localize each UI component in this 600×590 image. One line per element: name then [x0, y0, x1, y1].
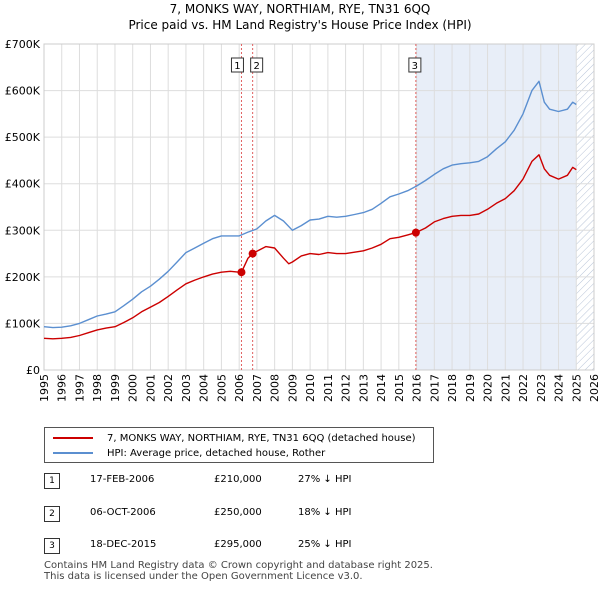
- transaction-label-box: [250, 57, 264, 73]
- transaction-change: 25% ↓ HPI: [298, 539, 352, 550]
- x-tick-label: 2004: [198, 374, 211, 402]
- legend: 7, MONKS WAY, NORTHIAM, RYE, TN31 6QQ (d…: [44, 427, 434, 463]
- x-tick-label: 2002: [162, 374, 175, 402]
- x-tick-label: 2000: [127, 374, 140, 402]
- transaction-change: 27% ↓ HPI: [298, 474, 352, 485]
- plot-area: [43, 43, 595, 371]
- x-tick-label: 1998: [91, 374, 104, 402]
- y-tick-label: £0: [26, 364, 40, 377]
- x-tick-label: 2014: [375, 374, 388, 402]
- transaction-date: 06-OCT-2006: [90, 507, 156, 518]
- legend-item-property: 7, MONKS WAY, NORTHIAM, RYE, TN31 6QQ (d…: [53, 431, 416, 445]
- x-tick-label: 2013: [357, 374, 370, 402]
- transaction-number: 2: [44, 506, 60, 522]
- x-tick-label: 2022: [517, 374, 530, 402]
- x-tick-label: 2001: [144, 374, 157, 402]
- x-tick-label: 2006: [233, 374, 246, 402]
- y-tick-label: £500K: [5, 131, 41, 144]
- transaction-label-text: 3: [412, 61, 418, 72]
- x-tick-label: 2010: [304, 374, 317, 402]
- x-tick-label: 2007: [251, 374, 264, 402]
- x-tick-label: 2020: [482, 374, 495, 402]
- transaction-price: £210,000: [214, 474, 262, 485]
- chart-subtitle: Price paid vs. HM Land Registry's House …: [128, 18, 472, 32]
- x-tick-label: 2015: [393, 374, 406, 402]
- x-tick-label: 2009: [286, 374, 299, 402]
- y-tick-label: £400K: [5, 178, 41, 191]
- transaction-date: 18-DEC-2015: [90, 539, 157, 550]
- x-tick-label: 2018: [446, 374, 459, 402]
- legend-line-property: [53, 437, 93, 439]
- x-tick-label: 2021: [499, 374, 512, 402]
- footer: Contains HM Land Registry data © Crown c…: [44, 560, 433, 582]
- transaction-label-box: [230, 57, 244, 73]
- legend-label-hpi: HPI: Average price, detached house, Roth…: [107, 447, 326, 459]
- transaction-number: 1: [44, 473, 60, 489]
- x-tick-label: 1997: [73, 374, 86, 402]
- x-tick-label: 2019: [464, 374, 477, 402]
- x-tick-label: 1995: [38, 374, 51, 402]
- y-tick-label: £300K: [5, 224, 41, 237]
- y-tick-label: £200K: [5, 271, 41, 284]
- legend-item-hpi: HPI: Average price, detached house, Roth…: [53, 446, 325, 460]
- y-tick-label: £600K: [5, 85, 41, 98]
- footer-copyright: Contains HM Land Registry data © Crown c…: [44, 560, 433, 571]
- transaction-label-text: 2: [253, 61, 259, 72]
- x-tick-label: 2012: [340, 374, 353, 402]
- transaction-change: 18% ↓ HPI: [298, 507, 352, 518]
- x-tick-label: 2023: [535, 374, 548, 402]
- y-tick-label: £700K: [5, 38, 41, 51]
- transaction-point: [237, 268, 246, 277]
- transaction-date: 17-FEB-2006: [90, 474, 155, 485]
- shaded-region: [415, 44, 577, 370]
- x-tick-label: 2011: [322, 374, 335, 402]
- legend-label-property: 7, MONKS WAY, NORTHIAM, RYE, TN31 6QQ (d…: [107, 432, 416, 444]
- x-tick-label: 2024: [553, 374, 566, 402]
- transaction-label-box: [408, 57, 422, 73]
- hpi-line: [43, 80, 577, 329]
- y-tick-label: £100K: [5, 317, 41, 330]
- transaction-label-text: 1: [234, 61, 240, 72]
- chart-title: 7, MONKS WAY, NORTHIAM, RYE, TN31 6QQ: [169, 2, 431, 16]
- price-chart: 1 2 3 £0 £100K £200K £300K £400K £500K £600K £700K…: [5, 38, 600, 402]
- transaction-point: [411, 228, 420, 237]
- transaction-price: £295,000: [214, 539, 262, 550]
- table-row: 1 17-FEB-2006 £210,000 27% ↓ HPI: [44, 473, 404, 493]
- x-tick-label: 2026: [588, 374, 600, 402]
- x-tick-label: 2008: [269, 374, 282, 402]
- shaded-region: [576, 44, 594, 370]
- x-tick-label: 2017: [428, 374, 441, 402]
- x-tick-label: 1996: [56, 374, 69, 402]
- property-price-line: [43, 154, 577, 340]
- footer-licence: This data is licensed under the Open Gov…: [44, 571, 363, 582]
- transaction-number: 3: [44, 538, 60, 554]
- transaction-point: [248, 249, 257, 258]
- x-tick-label: 2025: [570, 374, 583, 402]
- transaction-price: £250,000: [214, 507, 262, 518]
- x-tick-label: 1999: [109, 374, 122, 402]
- x-tick-label: 2005: [215, 374, 228, 402]
- legend-line-hpi: [53, 452, 93, 454]
- x-tick-label: 2003: [180, 374, 193, 402]
- x-tick-label: 2016: [411, 374, 424, 402]
- table-row: 2 06-OCT-2006 £250,000 18% ↓ HPI: [44, 506, 404, 526]
- table-row: 3 18-DEC-2015 £295,000 25% ↓ HPI: [44, 538, 404, 558]
